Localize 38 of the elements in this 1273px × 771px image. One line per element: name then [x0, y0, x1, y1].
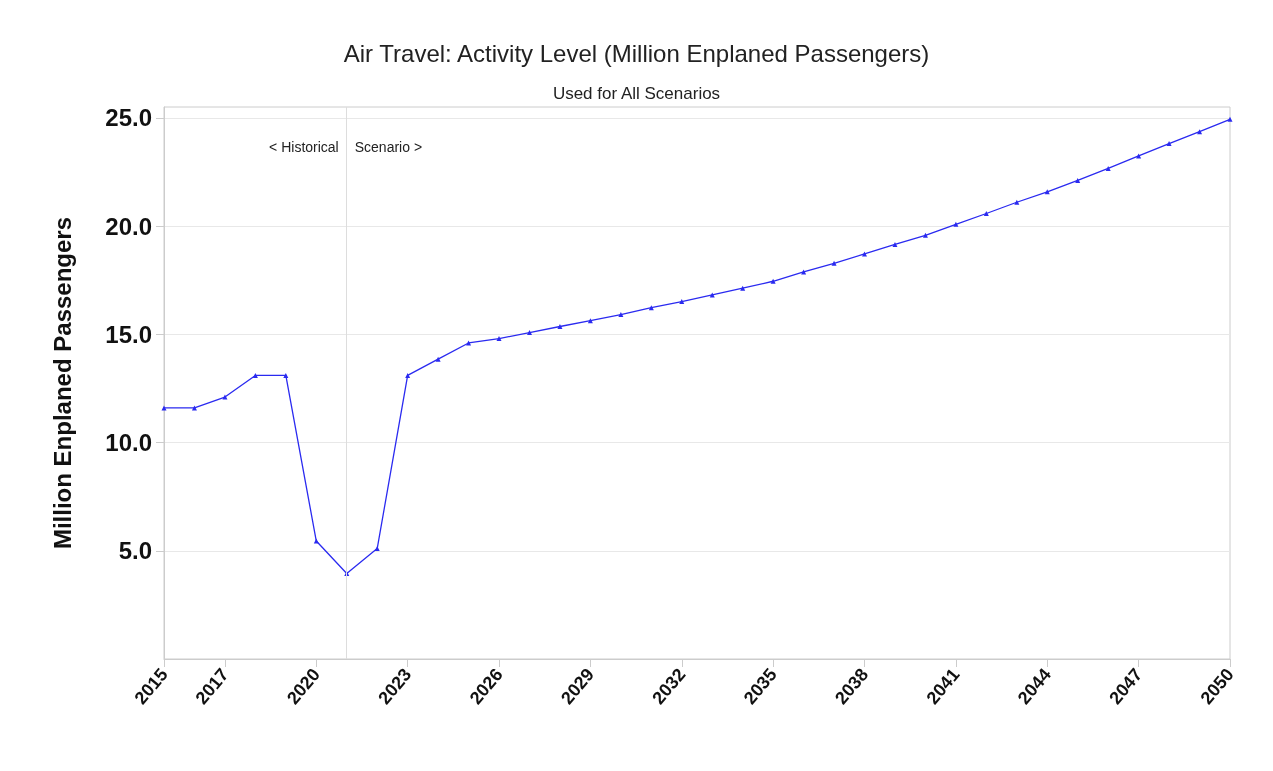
point — [222, 394, 228, 400]
y-tick-label: 25.0 — [105, 104, 152, 132]
point — [526, 330, 532, 336]
point — [892, 241, 898, 247]
point — [770, 278, 776, 284]
y-tick-label: 15.0 — [105, 320, 152, 348]
point — [1197, 129, 1203, 135]
y-tick-label: 5.0 — [118, 537, 152, 565]
point — [374, 546, 380, 552]
annotation: Scenario > — [354, 139, 423, 155]
point — [557, 324, 563, 329]
point — [1227, 116, 1233, 122]
point — [953, 221, 959, 227]
point — [618, 312, 624, 318]
point — [435, 356, 441, 362]
point — [1105, 165, 1111, 171]
point — [283, 372, 289, 378]
point — [496, 336, 502, 342]
point — [862, 251, 868, 257]
y-axis-title: Million Enplaned Passengers — [48, 216, 76, 550]
point — [161, 405, 167, 411]
point — [587, 318, 593, 324]
point — [252, 372, 258, 378]
chart-subtitle: Used for All Scenarios — [552, 84, 721, 103]
y-tick-label: 10.0 — [105, 429, 152, 457]
annotation: < Historical — [269, 139, 339, 155]
point — [1166, 141, 1172, 147]
point — [1075, 177, 1081, 183]
point — [1014, 199, 1020, 205]
point — [740, 285, 746, 291]
chart-title: Air Travel: Activity Level (Million Enplaned Passengers) — [343, 39, 930, 67]
y-tick-label: 20.0 — [105, 212, 152, 240]
point — [922, 232, 928, 238]
point — [983, 211, 989, 216]
point — [405, 372, 411, 378]
point — [191, 405, 197, 411]
point — [831, 260, 837, 266]
point — [313, 538, 319, 544]
